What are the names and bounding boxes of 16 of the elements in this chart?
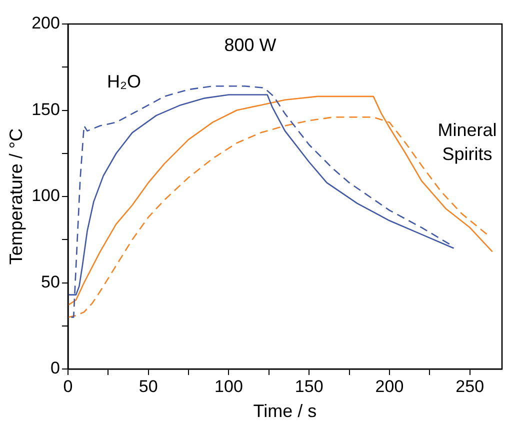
x-tick-label: 50 [138,376,158,396]
y-tick-label: 100 [32,186,60,206]
y-axis-title: Temperature / °C [6,128,26,265]
x-tick-label: 100 [214,376,243,396]
x-tick-label: 200 [375,376,404,396]
y-tick-label: 0 [50,358,60,378]
text: 800 W [224,34,276,55]
y-tick-label: 200 [32,14,60,33]
x-tick-label: 150 [294,376,324,396]
annotation: H₂O [107,72,142,92]
y-tick-label: 150 [32,100,60,119]
x-axis-title: Time / s [253,401,317,422]
x-tick-label: 250 [456,376,484,396]
annotation: Mineral Spirits [438,120,497,164]
x-tick-label: 0 [63,376,73,396]
y-tick-label: 50 [41,272,60,292]
